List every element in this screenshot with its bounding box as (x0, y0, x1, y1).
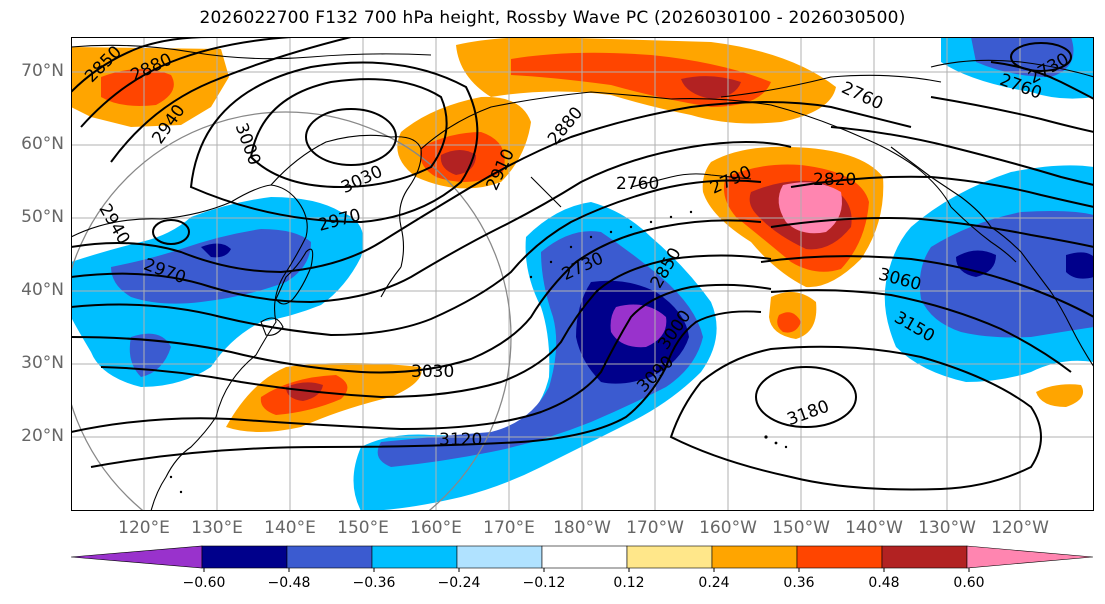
coastlines (71, 44, 1094, 511)
islands (169, 210, 788, 494)
lat-label-60n: 60°N (21, 134, 64, 154)
lat-label-40n: 40°N (21, 280, 64, 300)
contour-label: 2820 (813, 170, 856, 190)
colorbar-cell (456, 545, 543, 569)
lon-label: 120°E (118, 518, 170, 538)
lon-label: 150°W (772, 518, 830, 538)
colorbar-cell (201, 545, 288, 569)
colorbar-tick-label: 0.48 (868, 575, 900, 591)
anomaly-negative-central-pacific (353, 202, 717, 511)
anomaly-positive-subtropical (226, 363, 422, 432)
contour-label: 3120 (439, 430, 482, 450)
lon-label: 180°W (553, 518, 611, 538)
colorbar-tick-label: 0.36 (783, 575, 815, 591)
lon-label: 160°W (699, 518, 757, 538)
colorbar-cell (711, 545, 798, 569)
contour-label: 2760 (616, 174, 659, 194)
map-title: 2026022700 F132 700 hPa height, Rossby W… (199, 8, 906, 28)
colorbar (71, 545, 1094, 572)
gridlines (71, 37, 1094, 511)
lon-label: 140°W (845, 518, 903, 538)
colorbar-tick-label: −0.12 (522, 575, 566, 591)
colorbar-cell (71, 545, 203, 569)
lon-label: 150°E (337, 518, 389, 538)
colorbar-cell (796, 545, 883, 569)
lon-label: 170°W (626, 518, 684, 538)
colorbar-tick-label: −0.24 (437, 575, 481, 591)
lon-label: 130°E (191, 518, 243, 538)
lat-label-20n: 20°N (21, 426, 64, 446)
colorbar-tick-label: −0.60 (182, 575, 226, 591)
lat-label-50n: 50°N (21, 207, 64, 227)
lat-label-70n: 70°N (21, 61, 64, 81)
lon-label: 170°E (483, 518, 535, 538)
anomaly-positive-northwest (71, 47, 229, 127)
colorbar-tick-label: −0.36 (352, 575, 396, 591)
lon-label: 160°E (410, 518, 462, 538)
colorbar-tick-label: −0.48 (267, 575, 311, 591)
lon-label: 120°W (991, 518, 1049, 538)
colorbar-cell (881, 545, 968, 569)
colorbar-cell (286, 545, 373, 569)
colorbar-tick-label: 0.12 (613, 575, 645, 591)
colorbar-cell (371, 545, 458, 569)
lat-label-30n: 30°N (21, 353, 64, 373)
anomaly-positive-mexico (1036, 384, 1084, 407)
colorbar-tick-label: 0.24 (698, 575, 730, 591)
anomaly-negative-north-america (884, 165, 1094, 382)
height-contours (71, 37, 1094, 491)
lon-label: 130°W (918, 518, 976, 538)
contour-label: 3030 (411, 362, 454, 382)
lon-label: 140°E (264, 518, 316, 538)
anomaly-negative-arctic-east (941, 37, 1094, 99)
map-panel: 2850 2880 2940 3000 3030 2910 2880 2760 … (71, 37, 1094, 511)
colorbar-cell (626, 545, 713, 569)
colorbar-cell (966, 545, 1094, 569)
colorbar-cell (541, 545, 628, 569)
colorbar-tick-label: 0.60 (953, 575, 985, 591)
